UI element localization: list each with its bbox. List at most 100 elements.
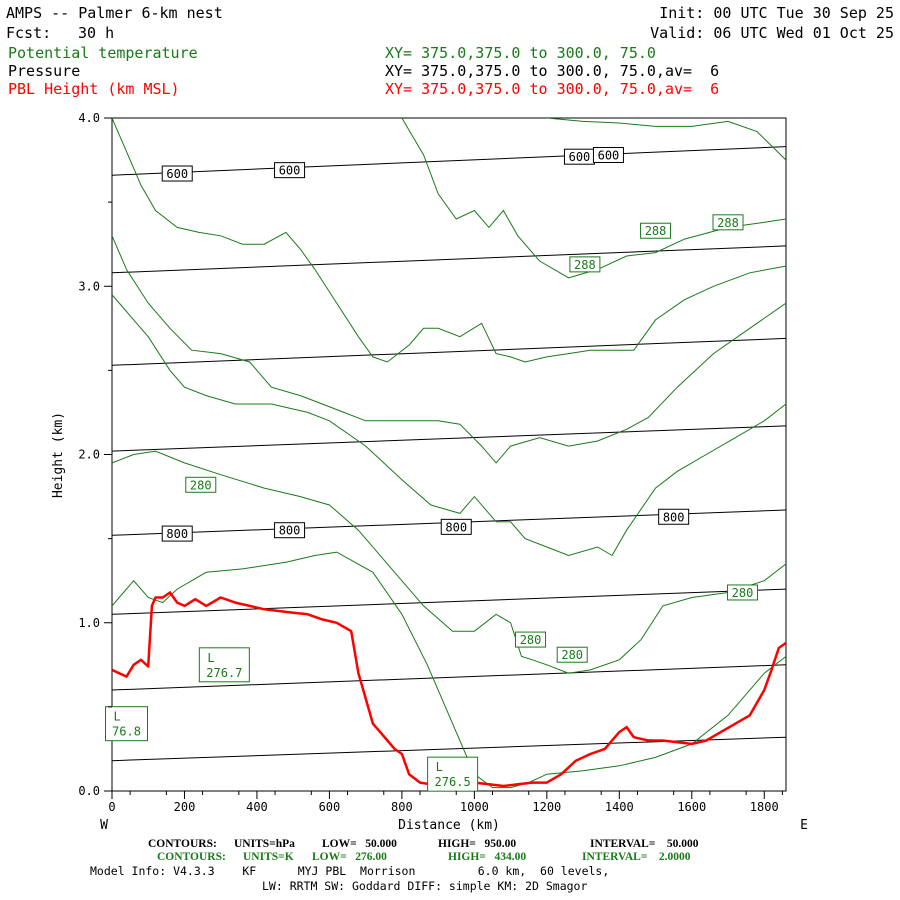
footer-pressure-low: LOW= 50.000 — [322, 838, 397, 850]
low-center-box-2 — [427, 756, 479, 792]
theta-label-0: 280 — [190, 478, 212, 492]
x-tick-label-9: 1800 — [750, 800, 779, 814]
low-center-box-0 — [198, 647, 250, 683]
theta-contour-1 — [112, 450, 786, 674]
theta-contours — [112, 118, 786, 789]
pressure-isobars — [112, 146, 786, 762]
theta-contour-6 — [546, 118, 786, 161]
x-axis-label: Distance (km) — [398, 818, 500, 833]
init-time: Init: 00 UTC Tue 30 Sep 25 — [659, 4, 894, 22]
low-center-letter-0: L — [207, 651, 214, 665]
x-end-label-east: E — [800, 818, 808, 833]
field-pressure-xy: XY= 375.0,375.0 to 300.0, 75.0,av= 6 — [385, 62, 720, 80]
theta-contour-2 — [112, 294, 786, 557]
theta-label-3: 280 — [732, 586, 754, 600]
isobar-line-2 — [112, 588, 786, 615]
x-tick-label-5: 1000 — [460, 800, 489, 814]
x-tick-label-0: 0 — [108, 800, 115, 814]
footer-physics-info: LW: RRTM SW: Goddard DIFF: simple KM: 2D… — [262, 879, 588, 893]
x-tick-label-3: 600 — [319, 800, 341, 814]
y-tick-label-0: 0.0 — [78, 784, 100, 798]
theta-label-1: 280 — [520, 633, 542, 647]
isobar-label-4-box — [161, 525, 193, 542]
theta-label-3-box — [727, 584, 759, 601]
theta-label-4-box — [569, 256, 601, 273]
y-axis-label: Height (km) — [51, 412, 66, 498]
theta-contour-3 — [112, 235, 786, 464]
isobar-label-6-box — [440, 518, 472, 535]
isobar-label-0-box — [161, 165, 193, 182]
theta-label-5-box — [640, 222, 672, 239]
isobar-line-5 — [112, 337, 786, 366]
y-tick-label-2: 2.0 — [78, 448, 100, 462]
footer-theta-units: UNITS=K — [243, 851, 294, 863]
isobar-label-1: 600 — [279, 164, 301, 178]
x-tick-label-7: 1400 — [605, 800, 634, 814]
footer-theta-label: CONTOURS: — [157, 851, 226, 863]
contour-labels: 600 600 600 600 800 800 800 800 280 280 280 280 288 2… — [104, 147, 759, 792]
pbl-height-line — [112, 591, 786, 788]
footer-pressure-high: HIGH= 950.00 — [438, 838, 517, 850]
low-center-value-0: 276.7 — [206, 666, 242, 680]
isobar-label-5: 800 — [279, 524, 301, 538]
isobar-line-7 — [112, 146, 786, 176]
theta-label-2-box — [556, 646, 588, 663]
pbl-height-series — [112, 591, 786, 788]
x-tick-label-1: 200 — [174, 800, 196, 814]
field-theta-xy: XY= 375.0,375.0 to 300.0, 75.0 — [385, 44, 656, 62]
isobar-label-7: 800 — [663, 510, 685, 524]
valid-time: Valid: 06 UTC Wed 01 Oct 25 — [650, 24, 894, 42]
theta-contour-4 — [112, 118, 786, 363]
footer-pressure-units: UNITS=hPa — [234, 838, 295, 850]
isobar-label-1-box — [274, 162, 306, 179]
field-pressure-name: Pressure — [8, 62, 81, 80]
isobar-label-3-box — [592, 147, 624, 164]
isobar-label-4: 800 — [166, 527, 188, 541]
theta-label-4: 288 — [574, 258, 596, 272]
isobar-line-1 — [112, 664, 786, 691]
footer-theta-interval: INTERVAL= 2.0000 — [582, 851, 691, 863]
isobar-label-3: 600 — [598, 149, 620, 163]
theta-label-6: 288 — [717, 216, 739, 230]
theta-label-0-box — [185, 476, 217, 493]
footer-model-info: Model Info: V4.3.3 KF MYJ PBL Morrison 6… — [90, 864, 610, 878]
isobar-label-6: 800 — [445, 520, 467, 534]
x-tick-label-6: 1200 — [532, 800, 561, 814]
isobar-label-7-box — [658, 508, 690, 525]
low-center-letter-1: L — [113, 710, 120, 724]
low-center-box-1 — [104, 706, 148, 742]
field-pbl-xy: XY= 375.0,375.0 to 300.0, 75.0,av= 6 — [385, 80, 720, 98]
low-center-value-2: 276.5 — [435, 775, 471, 789]
isobar-label-2: 600 — [569, 150, 591, 164]
x-tick-label-8: 1600 — [677, 800, 706, 814]
axes: 0 200 400 600 800 1000 1200 1400 1600 1800 0.0 1.0 2… — [78, 111, 783, 814]
low-center-value-1: 76.8 — [112, 725, 141, 739]
footer-theta-high: HIGH= 434.00 — [448, 851, 527, 863]
theta-label-1-box — [515, 631, 547, 648]
footer-pressure-interval: INTERVAL= 50.000 — [590, 838, 699, 850]
plot-frame — [111, 117, 787, 792]
theta-label-5: 288 — [645, 224, 667, 238]
theta-label-2: 280 — [561, 648, 583, 662]
footer-pressure-label: CONTOURS: — [148, 838, 217, 850]
isobar-line-4 — [112, 425, 786, 452]
y-tick-label-1: 1.0 — [78, 616, 100, 630]
y-tick-label-4: 4.0 — [78, 111, 100, 125]
chart-title: AMPS -- Palmer 6-km nest — [6, 4, 223, 22]
x-end-label-west: W — [100, 818, 108, 833]
isobar-label-0: 600 — [166, 167, 188, 181]
forecast-value: 30 h — [78, 24, 115, 42]
isobar-label-5-box — [274, 522, 306, 539]
low-center-letter-2: L — [436, 760, 443, 774]
theta-label-6-box — [712, 214, 744, 231]
x-tick-label-2: 400 — [246, 800, 268, 814]
forecast-label: Fcst: — [6, 24, 52, 42]
y-tick-label-3: 3.0 — [78, 279, 100, 293]
footer-theta-low: LOW= 276.00 — [312, 851, 387, 863]
x-tick-label-4: 800 — [391, 800, 413, 814]
theta-contour-5 — [401, 118, 786, 279]
field-theta-name: Potential temperature — [8, 44, 198, 62]
isobar-line-6 — [112, 245, 786, 274]
field-pbl-name: PBL Height (km MSL) — [8, 80, 180, 98]
